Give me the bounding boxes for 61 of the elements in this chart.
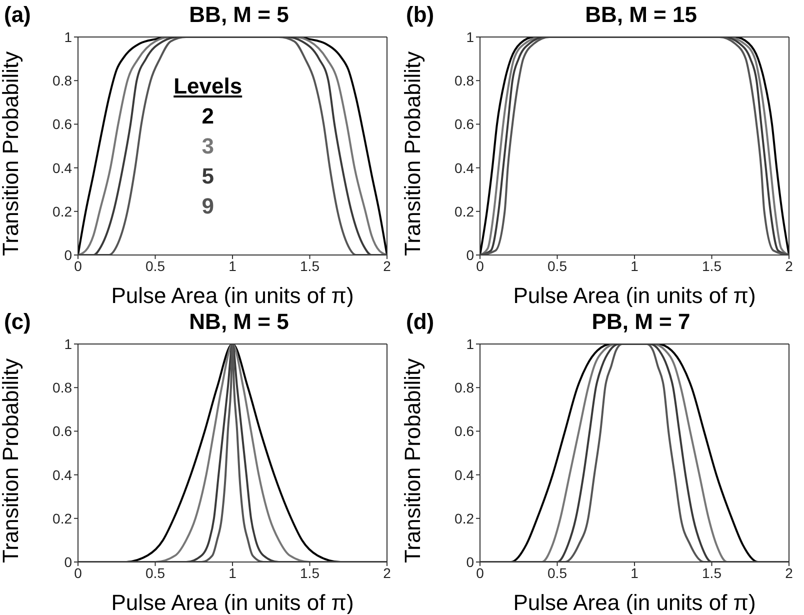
x-tick-label: 1.5: [300, 258, 320, 274]
y-tick-label: 0: [466, 554, 474, 570]
x-tick-label: 0.5: [146, 564, 166, 581]
text: 2: [200, 102, 215, 130]
x-tick-label: 1: [630, 258, 639, 274]
x-tick-label: 1.5: [702, 258, 722, 274]
x-tick-label: 1: [228, 258, 237, 274]
y-tick-label: 0.2: [454, 510, 474, 526]
y-tick-label: 0.4: [52, 160, 72, 176]
text: 3: [200, 132, 215, 160]
x-tick-label: 1.5: [300, 564, 320, 581]
x-tick-label: 0.5: [548, 564, 568, 581]
y-axis-title: Transition Probability: [400, 358, 425, 563]
x-tick-label: 0: [74, 258, 82, 274]
y-tick-label: 0.2: [454, 203, 474, 220]
y-tick-label: 0.4: [52, 466, 72, 483]
x-tick-label: 2: [383, 564, 392, 581]
y-tick-label: 1: [64, 336, 72, 352]
y-tick-label: 0: [64, 246, 72, 263]
y-axis-title: Transition Probability: [0, 51, 23, 256]
text: (b): [406, 2, 434, 28]
text: (c): [4, 309, 31, 335]
chart-title: NB, M = 5: [188, 309, 290, 335]
legend-title: Levels: [174, 72, 242, 100]
y-tick-label: 0.8: [454, 380, 474, 396]
y-axis-title: Transition Probability: [0, 358, 23, 563]
x-tick-label: 0.5: [146, 258, 166, 274]
y-tick-label: 0.8: [52, 72, 72, 89]
x-tick-label: 2: [383, 258, 392, 274]
x-tick-label: 1: [630, 564, 639, 581]
x-tick-label: 2: [785, 258, 794, 274]
x-tick-label: 0: [476, 564, 484, 581]
chart-title: PB, M = 7: [590, 309, 692, 335]
y-tick-label: 0.2: [52, 203, 72, 220]
x-tick-label: 0.5: [548, 258, 568, 274]
y-tick-label: 0.2: [52, 510, 72, 526]
text: (a): [4, 2, 31, 28]
x-tick-label: 0: [74, 564, 82, 581]
y-tick-label: 0.8: [52, 380, 72, 396]
y-tick-label: 0.6: [52, 116, 72, 132]
x-tick-label: 1.5: [702, 564, 722, 581]
text: (d): [406, 309, 434, 335]
y-tick-label: 0.6: [454, 116, 474, 132]
y-tick-label: 0: [64, 554, 72, 570]
x-tick-label: 0: [476, 258, 484, 274]
x-tick-label: 2: [785, 564, 794, 581]
y-tick-label: 0.4: [454, 160, 474, 176]
y-tick-label: 1: [64, 28, 72, 45]
y-axis-title: Transition Probability: [400, 51, 425, 256]
y-tick-label: 1: [466, 28, 474, 45]
y-tick-label: 1: [466, 336, 474, 352]
y-tick-label: 0.4: [454, 466, 474, 483]
chart-title: BB, M = 5: [188, 2, 290, 28]
y-tick-label: 0.6: [52, 423, 72, 440]
y-tick-label: 0: [466, 246, 474, 263]
chart-title: BB, M = 15: [584, 2, 698, 28]
y-tick-label: 0.6: [454, 423, 474, 440]
text: 9: [200, 192, 215, 220]
x-tick-label: 1: [228, 564, 237, 581]
text: 5: [200, 162, 215, 190]
y-tick-label: 0.8: [454, 72, 474, 89]
